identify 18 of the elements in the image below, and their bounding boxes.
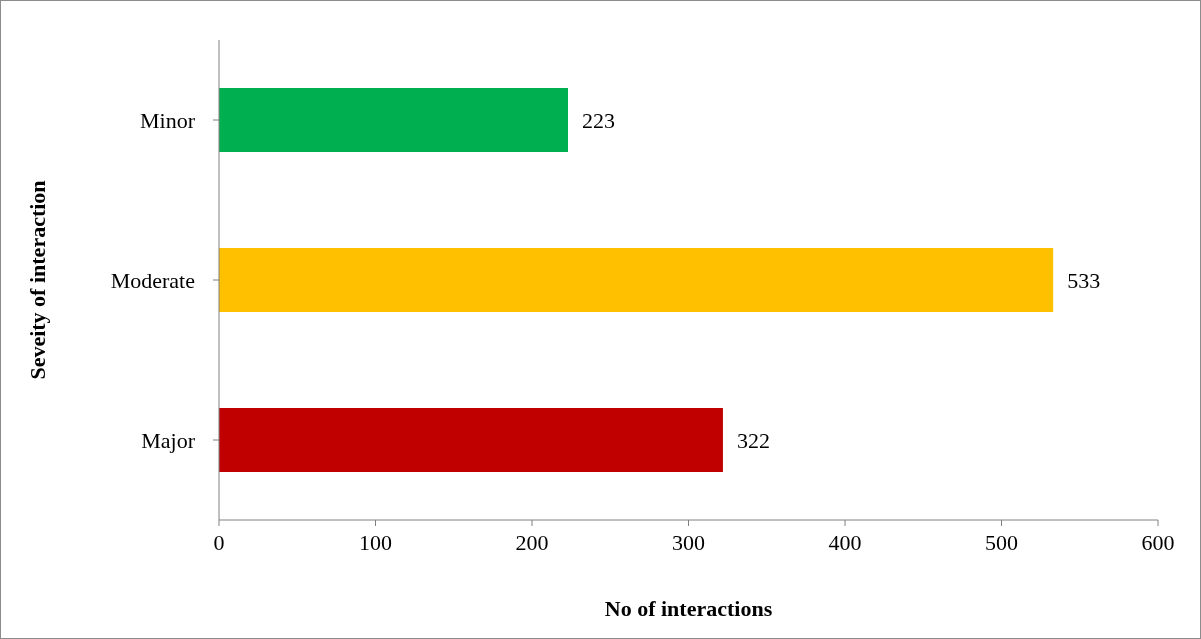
data-label: 223 — [581, 107, 615, 133]
x-tick-label: 500 — [985, 529, 1018, 555]
x-tick-label: 200 — [515, 529, 549, 555]
y-tick-label: Minor — [140, 107, 196, 133]
x-tick-label: 0 — [213, 529, 225, 555]
y-tick-label: Major — [141, 427, 196, 453]
data-label: 533 — [1067, 267, 1101, 293]
x-tick-label: 600 — [1141, 529, 1175, 555]
x-tick-label: 300 — [672, 529, 705, 555]
x-tick-label: 100 — [359, 529, 392, 555]
y-axis-title: Seveity of interaction — [24, 180, 50, 380]
bar — [219, 248, 1054, 312]
x-axis-title: No of interactions — [604, 596, 773, 621]
y-tick-label: Moderate — [110, 267, 195, 293]
bar — [219, 88, 568, 152]
data-label: 322 — [736, 427, 770, 453]
x-tick-label: 400 — [828, 529, 862, 555]
bar — [219, 408, 723, 472]
